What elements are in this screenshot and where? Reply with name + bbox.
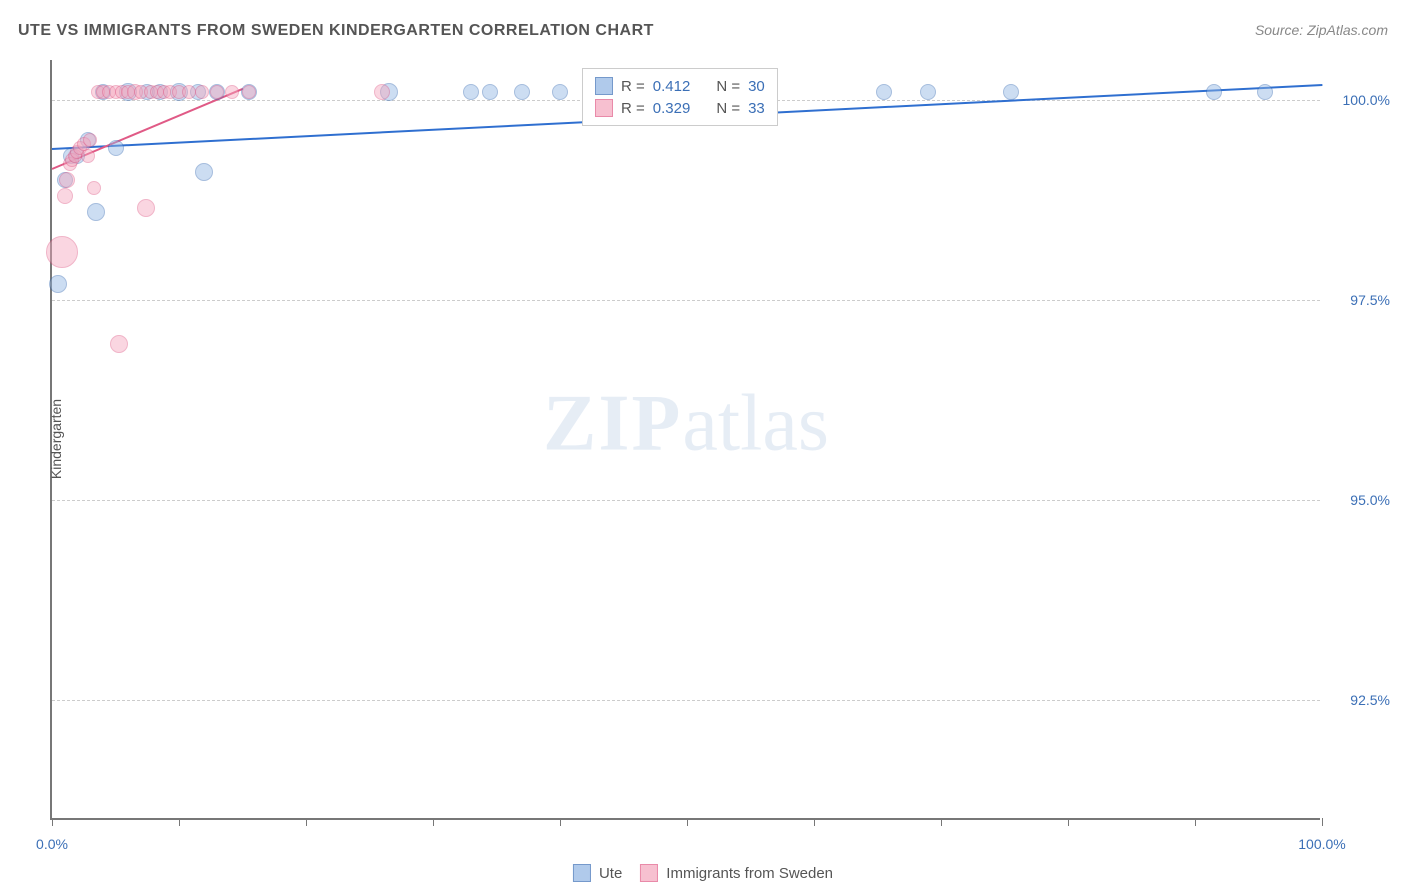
data-point — [463, 84, 479, 100]
data-point — [195, 163, 213, 181]
x-tick — [306, 818, 307, 826]
data-point — [87, 203, 105, 221]
data-point — [514, 84, 530, 100]
data-point — [482, 84, 498, 100]
x-tick — [560, 818, 561, 826]
gridline — [52, 300, 1320, 301]
r-label: R = — [621, 78, 645, 95]
legend-label: Immigrants from Sweden — [666, 865, 833, 882]
data-point — [1257, 84, 1273, 100]
x-tick — [52, 818, 53, 826]
data-point — [210, 85, 224, 99]
data-point — [225, 85, 239, 99]
stats-legend-row: R = 0.329 N = 33 — [595, 97, 765, 119]
legend-swatch — [595, 99, 613, 117]
y-axis-label: Kindergarten — [48, 399, 64, 479]
n-label: N = — [716, 100, 740, 117]
stats-legend-row: R = 0.412 N = 30 — [595, 75, 765, 97]
y-tick-label: 97.5% — [1330, 292, 1390, 308]
legend-swatch — [573, 864, 591, 882]
x-tick — [814, 818, 815, 826]
watermark-light: atlas — [682, 379, 829, 467]
legend-item: Ute — [573, 864, 622, 882]
gridline — [52, 700, 1320, 701]
watermark-bold: ZIP — [543, 379, 682, 467]
r-label: R = — [621, 100, 645, 117]
x-tick — [687, 818, 688, 826]
x-tick — [1195, 818, 1196, 826]
data-point — [1003, 84, 1019, 100]
data-point — [57, 188, 73, 204]
data-point — [195, 85, 209, 99]
bottom-legend: Ute Immigrants from Sweden — [573, 864, 833, 882]
y-tick-label: 100.0% — [1330, 92, 1390, 108]
legend-swatch — [595, 77, 613, 95]
x-tick — [941, 818, 942, 826]
legend-label: Ute — [599, 865, 622, 882]
x-tick-label: 100.0% — [1298, 836, 1345, 852]
data-point — [920, 84, 936, 100]
data-point — [1206, 84, 1222, 100]
stats-legend: R = 0.412 N = 30 R = 0.329 N = 33 — [582, 68, 778, 126]
data-point — [108, 140, 124, 156]
n-label: N = — [716, 78, 740, 95]
data-point — [87, 181, 101, 195]
y-tick-label: 95.0% — [1330, 492, 1390, 508]
legend-item: Immigrants from Sweden — [640, 864, 833, 882]
x-tick — [1068, 818, 1069, 826]
legend-swatch — [640, 864, 658, 882]
data-point — [81, 149, 95, 163]
data-point — [49, 275, 67, 293]
chart-title: UTE VS IMMIGRANTS FROM SWEDEN KINDERGART… — [18, 22, 654, 40]
data-point — [242, 85, 256, 99]
r-value: 0.412 — [653, 78, 691, 95]
data-point — [876, 84, 892, 100]
gridline — [52, 500, 1320, 501]
chart-plot-area: Kindergarten ZIPatlas 100.0%97.5%95.0%92… — [50, 60, 1320, 820]
data-point — [59, 172, 75, 188]
data-point — [83, 133, 97, 147]
x-tick — [179, 818, 180, 826]
source-label: Source: ZipAtlas.com — [1255, 22, 1388, 38]
data-point — [110, 335, 128, 353]
data-point — [552, 84, 568, 100]
y-tick-label: 92.5% — [1330, 692, 1390, 708]
x-tick-label: 0.0% — [36, 836, 68, 852]
n-value: 33 — [748, 100, 765, 117]
data-point — [137, 199, 155, 217]
data-point — [374, 84, 390, 100]
x-tick — [433, 818, 434, 826]
watermark: ZIPatlas — [543, 378, 829, 469]
r-value: 0.329 — [653, 100, 691, 117]
n-value: 30 — [748, 78, 765, 95]
data-point — [46, 236, 78, 268]
x-tick — [1322, 818, 1323, 826]
